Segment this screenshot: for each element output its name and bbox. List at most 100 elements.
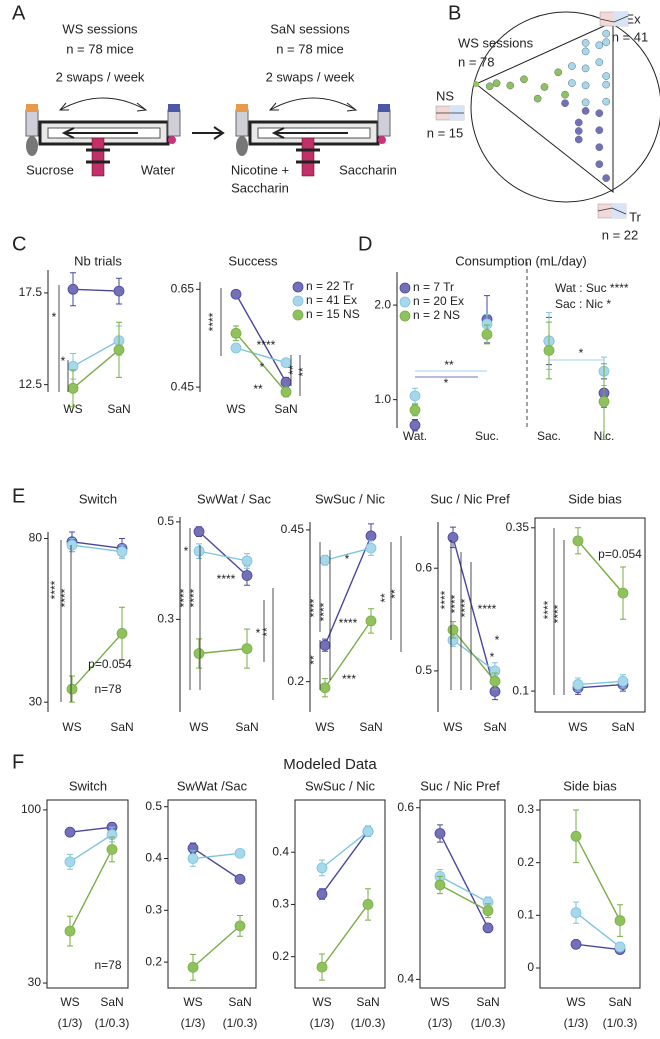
y-tick-label: 0.1 [517, 907, 534, 921]
annotation: **** [541, 600, 555, 619]
swap-label: 2 swaps / week [56, 69, 145, 84]
annotation: **** [458, 598, 472, 617]
x-tick-label: WS [226, 402, 245, 416]
ternary-subtitle: n = 78 [458, 54, 495, 69]
legend-label: n = 41 Ex [306, 293, 357, 307]
data-point [64, 856, 76, 868]
direction-arrow [61, 127, 138, 139]
y-tick-label: 0.2 [287, 674, 304, 688]
data-point [434, 828, 446, 839]
annotation: * [490, 650, 495, 664]
plot-frame [539, 799, 641, 989]
ternary-point [574, 127, 583, 135]
data-point [234, 847, 246, 859]
ternary-point [574, 135, 583, 144]
data-point [193, 526, 205, 538]
series-line [235, 293, 287, 383]
x-tick-label: WS [62, 720, 81, 734]
data-point [230, 288, 242, 300]
annotation: **** [339, 616, 358, 630]
data-point [409, 404, 421, 416]
x-tick-label: SaN [611, 720, 634, 734]
chart-title: Consumption (mL/day) [455, 253, 587, 268]
legend-label: n = 22 Tr [306, 279, 354, 293]
annotation: **** [206, 312, 220, 331]
annotation: ** [378, 593, 392, 603]
data-point [234, 873, 246, 885]
data-point [489, 675, 501, 687]
liquid-label: Nicotine + [231, 162, 289, 177]
y-tick-label: 0.1 [512, 683, 529, 697]
annotation: **** [187, 588, 201, 607]
data-point [187, 961, 199, 973]
data-point [241, 643, 253, 655]
data-point [409, 419, 421, 431]
annotation: **** [257, 338, 276, 352]
y-tick-label: 0.45 [171, 379, 195, 393]
data-point [106, 844, 118, 855]
plot-frame [294, 799, 386, 989]
legend-marker [292, 295, 304, 307]
y-tick-label: 0.4 [272, 844, 289, 858]
bottle-left [235, 109, 249, 137]
data-point [362, 899, 374, 910]
chart-title: Side bias [568, 491, 622, 506]
legend-marker [399, 310, 411, 322]
chart-title: Suc / Nic Pref [430, 491, 510, 506]
session-title: WS sessions [62, 21, 138, 36]
data-point [193, 545, 205, 557]
data-point [234, 920, 246, 932]
data-point [543, 345, 555, 356]
data-point [614, 915, 626, 926]
panel-label: F [12, 751, 24, 773]
annotation: ** [260, 627, 274, 637]
data-point [362, 825, 374, 837]
x-tick-label: WS [189, 720, 208, 734]
chart-title: Suc / Nic Pref [420, 778, 500, 793]
series-line [192, 925, 241, 968]
x-tick-sublabel: (1/3) [428, 1016, 453, 1030]
ternary-point [595, 143, 604, 152]
annotation: ** [388, 589, 402, 599]
x-tick-sublabel: (1/3) [58, 1016, 83, 1030]
data-point [570, 907, 582, 919]
liquid-label: Saccharin [231, 180, 289, 195]
panel-label: E [12, 485, 25, 507]
series-line [71, 541, 123, 550]
x-tick-sublabel: (1/3) [310, 1016, 335, 1030]
data-point [116, 546, 128, 558]
y-tick-label: 12.5 [19, 377, 43, 391]
y-tick-label: 80 [29, 531, 43, 545]
data-point [365, 530, 377, 542]
x-tick-label: Suc. [475, 429, 499, 443]
ternary-point [581, 39, 590, 47]
data-point [365, 542, 377, 554]
data-point [572, 679, 584, 690]
series-line [575, 836, 621, 921]
legend-marker [399, 296, 411, 308]
data-point [316, 961, 328, 973]
x-tick-label: SaN [100, 995, 123, 1009]
data-point [241, 555, 253, 567]
mouse [26, 136, 38, 156]
ternary-point [574, 118, 583, 127]
swap-label: 2 swaps / week [266, 69, 355, 84]
data-point [230, 342, 242, 354]
data-point [113, 344, 125, 356]
data-point [280, 386, 292, 398]
annotation: **** [217, 572, 236, 586]
ternary-point [595, 126, 604, 135]
series-line [575, 912, 621, 948]
x-tick-label: WS [60, 995, 79, 1009]
plot-frame [534, 517, 646, 713]
vertex-label: Tr [629, 209, 641, 224]
chart-title: Nb trials [74, 253, 122, 268]
ternary-point [602, 38, 611, 46]
series-line [192, 847, 241, 880]
x-tick-label: SaN [228, 995, 251, 1009]
series-line [324, 547, 372, 561]
session-title: SaN sessions [270, 21, 350, 36]
data-point [116, 628, 128, 639]
bottle-right [377, 109, 391, 137]
